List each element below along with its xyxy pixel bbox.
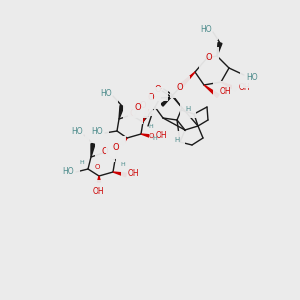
Text: OH: OH (92, 187, 104, 196)
Text: HO: HO (200, 25, 212, 34)
Polygon shape (161, 96, 172, 106)
Text: OH: OH (238, 82, 250, 91)
Polygon shape (217, 43, 222, 56)
Text: O: O (155, 85, 161, 94)
Text: HO: HO (91, 128, 103, 136)
Text: H: H (185, 106, 190, 112)
Text: O: O (140, 100, 146, 109)
Polygon shape (98, 176, 100, 182)
Polygon shape (113, 172, 126, 177)
Polygon shape (204, 85, 219, 98)
Text: H: H (121, 161, 125, 166)
Polygon shape (221, 82, 237, 91)
Polygon shape (121, 138, 127, 145)
Text: HO: HO (246, 73, 258, 82)
Text: H: H (80, 160, 84, 166)
Polygon shape (119, 106, 124, 119)
Text: HO: HO (62, 167, 74, 176)
Text: O: O (148, 94, 154, 103)
Text: HO: HO (100, 88, 112, 98)
Text: H: H (148, 124, 153, 128)
Text: O: O (113, 142, 119, 152)
Text: H: H (174, 137, 180, 143)
Text: H: H (153, 136, 158, 140)
Text: HO: HO (71, 128, 83, 136)
Polygon shape (143, 92, 155, 122)
Text: O: O (148, 133, 154, 139)
Text: O: O (112, 143, 118, 152)
Text: O: O (130, 109, 136, 118)
Text: O: O (102, 146, 108, 155)
Polygon shape (141, 134, 154, 139)
Text: O: O (206, 53, 212, 62)
Text: O: O (94, 164, 100, 170)
Text: O: O (177, 82, 183, 91)
Text: OH: OH (219, 88, 231, 97)
Text: O: O (135, 103, 141, 112)
Text: OH: OH (155, 130, 167, 140)
Polygon shape (91, 144, 95, 157)
Text: OH: OH (127, 169, 139, 178)
Polygon shape (181, 72, 195, 86)
